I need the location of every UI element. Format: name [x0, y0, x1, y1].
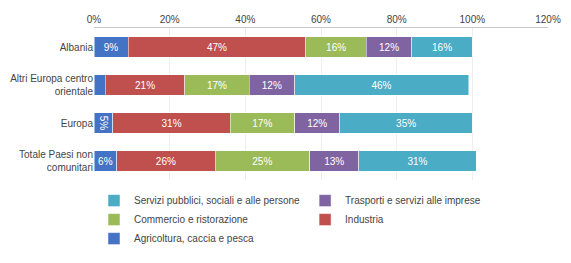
svg-text:12%: 12%: [379, 42, 399, 53]
svg-text:31%: 31%: [161, 118, 181, 129]
svg-text:12%: 12%: [307, 118, 327, 129]
svg-text:0%: 0%: [87, 14, 102, 25]
svg-text:100%: 100%: [460, 14, 486, 25]
svg-text:5%: 5%: [98, 116, 109, 131]
svg-text:26%: 26%: [156, 156, 176, 167]
svg-text:Europa: Europa: [61, 118, 94, 129]
svg-text:Trasporti e servizi alle impre: Trasporti e servizi alle imprese: [345, 195, 481, 206]
svg-text:9%: 9%: [104, 42, 119, 53]
svg-text:Agricoltura, caccia e pesca: Agricoltura, caccia e pesca: [134, 233, 254, 244]
svg-text:35%: 35%: [396, 118, 416, 129]
svg-text:47%: 47%: [207, 42, 227, 53]
svg-text:46%: 46%: [371, 80, 391, 91]
svg-text:Commercio e ristorazione: Commercio e ristorazione: [134, 214, 248, 225]
svg-text:13%: 13%: [324, 156, 344, 167]
svg-text:6%: 6%: [98, 156, 113, 167]
svg-text:21%: 21%: [135, 80, 155, 91]
svg-text:16%: 16%: [432, 42, 452, 53]
svg-text:120%: 120%: [535, 14, 561, 25]
svg-text:Servizi pubblici, sociali e al: Servizi pubblici, sociali e alle persone: [134, 195, 300, 206]
svg-text:Industria: Industria: [345, 214, 384, 225]
svg-text:Albania: Albania: [60, 42, 94, 53]
svg-text:25%: 25%: [252, 156, 272, 167]
svg-text:12%: 12%: [262, 80, 282, 91]
svg-text:Totale Paesi noncomunitari: Totale Paesi noncomunitari: [19, 149, 93, 173]
svg-text:31%: 31%: [407, 156, 427, 167]
svg-text:80%: 80%: [387, 14, 407, 25]
svg-text:20%: 20%: [160, 14, 180, 25]
svg-text:40%: 40%: [235, 14, 255, 25]
svg-text:60%: 60%: [311, 14, 331, 25]
svg-text:16%: 16%: [326, 42, 346, 53]
svg-text:17%: 17%: [207, 80, 227, 91]
svg-text:Altri Europa centroorientale: Altri Europa centroorientale: [10, 73, 93, 97]
svg-text:17%: 17%: [252, 118, 272, 129]
